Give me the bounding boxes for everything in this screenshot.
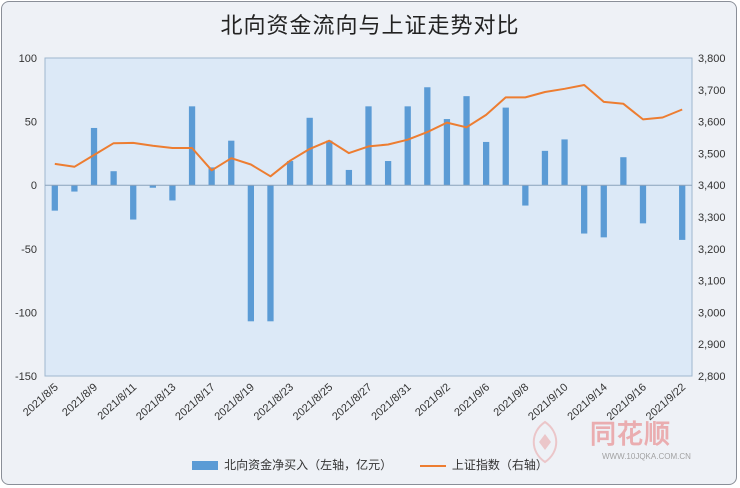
x-tick-label: 2021/8/13: [134, 381, 178, 423]
watermark-url: WWW.10JQKA.COM.CN: [602, 452, 691, 461]
y-right-tick: 3,500: [698, 148, 726, 160]
x-tick-label: 2021/8/17: [173, 381, 217, 423]
bar-2021/8/16[interactable]: [188, 106, 196, 186]
bar-2021/8/18[interactable]: [228, 140, 235, 186]
x-tick-label: 2021/9/6: [452, 381, 492, 419]
legend-item-bars[interactable]: 北向资金净买入（左轴，亿元）: [192, 456, 392, 473]
bar-2021/9/14[interactable]: [600, 185, 607, 238]
x-tick-label: 2021/8/9: [60, 381, 100, 419]
bar-2021/8/5[interactable]: [51, 185, 58, 211]
y-left-tick: -50: [21, 244, 37, 256]
bar-2021/8/25[interactable]: [326, 140, 333, 186]
legend-line-swatch: [419, 464, 446, 467]
bar-2021/9/13[interactable]: [581, 185, 588, 234]
bar-2021/8/17[interactable]: [208, 167, 215, 186]
y-right-tick: 3,800: [698, 53, 726, 65]
bar-2021/8/12[interactable]: [149, 185, 156, 188]
legend-bar-label: 北向资金净买入（左轴，亿元）: [224, 458, 393, 472]
x-tick-label: 2021/8/23: [252, 381, 296, 423]
y-left-tick: 100: [19, 53, 37, 65]
bar-2021/8/23[interactable]: [286, 161, 294, 186]
chart-title: 北向资金流向与上证走势对比: [220, 14, 520, 39]
y-right-tick: 3,700: [698, 85, 726, 97]
bar-2021/8/24[interactable]: [306, 117, 313, 186]
bar-2021/9/22[interactable]: [679, 185, 686, 240]
legend-item-line[interactable]: 上证指数（右轴）: [419, 456, 548, 473]
y-right-tick: 3,300: [698, 212, 726, 224]
bar-2021/9/7[interactable]: [502, 107, 509, 186]
bar-2021/9/2[interactable]: [443, 119, 451, 186]
y-right-tick: 3,000: [698, 307, 726, 319]
bar-2021/8/26[interactable]: [345, 169, 353, 186]
bar-2021/9/1[interactable]: [424, 87, 431, 186]
bar-2021/9/10[interactable]: [561, 139, 568, 186]
y-left-tick: 0: [31, 180, 37, 192]
bar-2021/9/9[interactable]: [541, 150, 549, 186]
y-right-tick: 2,800: [698, 371, 726, 383]
x-tick-label: 2021/8/31: [369, 381, 413, 423]
watermark-logo-icon: [532, 420, 558, 464]
x-tick-label: 2021/9/2: [413, 381, 453, 419]
x-tick-label: 2021/8/5: [21, 381, 61, 419]
bar-2021/8/30[interactable]: [384, 161, 392, 186]
bar-2021/8/19[interactable]: [247, 185, 255, 322]
bar-2021/8/20[interactable]: [267, 185, 274, 322]
y-right-tick: 2,900: [698, 339, 726, 351]
sse-index-line[interactable]: [54, 84, 683, 178]
legend-line-label: 上证指数（右轴）: [451, 458, 548, 472]
bar-2021/8/31[interactable]: [404, 106, 411, 186]
y-left-tick: 50: [25, 117, 37, 129]
bar-2021/8/13[interactable]: [169, 185, 176, 201]
bar-2021/8/10[interactable]: [110, 171, 117, 186]
y-right-tick: 3,400: [698, 180, 726, 192]
bar-2021/9/16[interactable]: [639, 185, 647, 224]
bar-2021/8/11[interactable]: [130, 185, 137, 220]
bar-2021/9/6[interactable]: [482, 141, 490, 186]
x-tick-label: 2021/8/19: [212, 381, 256, 423]
y-right-tick: 3,100: [698, 276, 726, 288]
y-right-tick: 3,600: [698, 117, 726, 129]
bar-2021/8/6[interactable]: [71, 185, 78, 192]
y-left-tick: -100: [15, 307, 37, 319]
watermark-brand: 同花顺: [590, 420, 672, 450]
legend-bar-swatch: [192, 461, 219, 470]
bar-2021/9/15[interactable]: [620, 157, 627, 186]
legend: 北向资金净买入（左轴，亿元） 上证指数（右轴）: [0, 456, 740, 473]
bar-2021/8/9[interactable]: [90, 127, 98, 186]
y-right-tick: 3,200: [698, 244, 726, 256]
x-tick-label: 2021/8/25: [291, 381, 335, 423]
x-tick-label: 2021/8/27: [330, 381, 374, 423]
bar-2021/9/3[interactable]: [463, 96, 470, 186]
bar-2021/9/8[interactable]: [522, 185, 529, 206]
y-left-tick: -150: [15, 371, 37, 383]
plot-area: [44, 57, 693, 377]
x-tick-label: 2021/8/11: [95, 381, 139, 422]
